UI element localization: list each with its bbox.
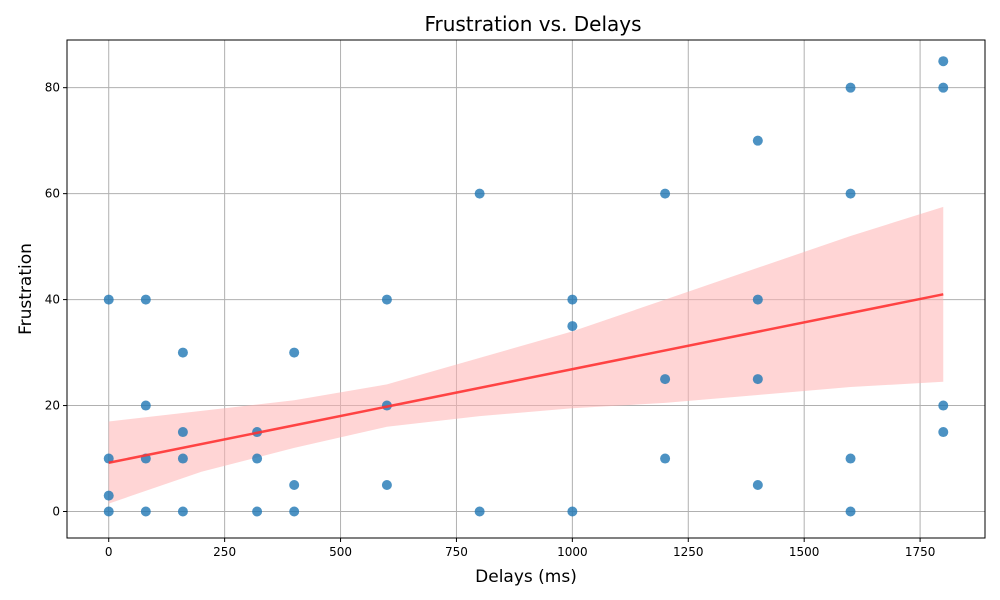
regression-line-layer (108, 293, 944, 464)
regression-line (108, 293, 944, 464)
y-tick-label: 20 (45, 399, 60, 413)
data-point (103, 490, 114, 501)
data-point (938, 427, 949, 438)
data-point (845, 82, 856, 93)
y-tick-label: 40 (45, 293, 60, 307)
data-point (103, 506, 114, 517)
data-point (752, 135, 763, 146)
y-tick-label: 0 (52, 505, 60, 519)
y-tick-label: 60 (45, 187, 60, 201)
x-tick-label: 500 (329, 545, 352, 559)
y-tick-label: 80 (45, 81, 60, 95)
x-tick-label: 0 (105, 545, 113, 559)
x-axis-ticks: 0 250 500 750 1000 1250 1500 1750 (105, 538, 935, 559)
data-point (567, 506, 578, 517)
x-tick-label: 1250 (673, 545, 704, 559)
x-tick-label: 1000 (557, 545, 588, 559)
x-tick-label: 750 (445, 545, 468, 559)
data-point (567, 321, 578, 332)
data-point (474, 188, 485, 199)
data-point (660, 374, 671, 385)
data-point (289, 347, 300, 358)
data-point (660, 453, 671, 464)
x-tick-label: 250 (213, 545, 236, 559)
plot-frame (66, 39, 986, 539)
data-point (938, 82, 949, 93)
data-point (845, 453, 856, 464)
chart-title: Frustration vs. Delays (424, 12, 641, 36)
data-point (289, 480, 300, 491)
confidence-band (108, 206, 944, 504)
data-point (845, 188, 856, 199)
points-layer (103, 56, 949, 517)
data-point (938, 56, 949, 67)
data-point (140, 506, 151, 517)
data-point (845, 506, 856, 517)
data-point (103, 294, 114, 305)
x-tick-label: 1500 (789, 545, 820, 559)
data-point (752, 480, 763, 491)
confidence-band-layer (108, 206, 944, 504)
y-axis-ticks: 0 20 40 60 80 (45, 81, 67, 519)
data-point (252, 453, 263, 464)
data-point (381, 294, 392, 305)
data-point (140, 400, 151, 411)
data-point (381, 480, 392, 491)
data-point (660, 188, 671, 199)
x-tick-label: 1750 (905, 545, 936, 559)
y-axis-label: Frustration (16, 243, 36, 335)
data-point (752, 374, 763, 385)
data-point (252, 506, 263, 517)
data-point (567, 294, 578, 305)
data-point (938, 400, 949, 411)
data-point (474, 506, 485, 517)
data-point (140, 294, 151, 305)
x-axis-label: Delays (ms) (475, 567, 577, 587)
data-point (177, 453, 188, 464)
data-point (177, 347, 188, 358)
data-point (177, 427, 188, 438)
data-point (752, 294, 763, 305)
data-point (289, 506, 300, 517)
data-point (177, 506, 188, 517)
